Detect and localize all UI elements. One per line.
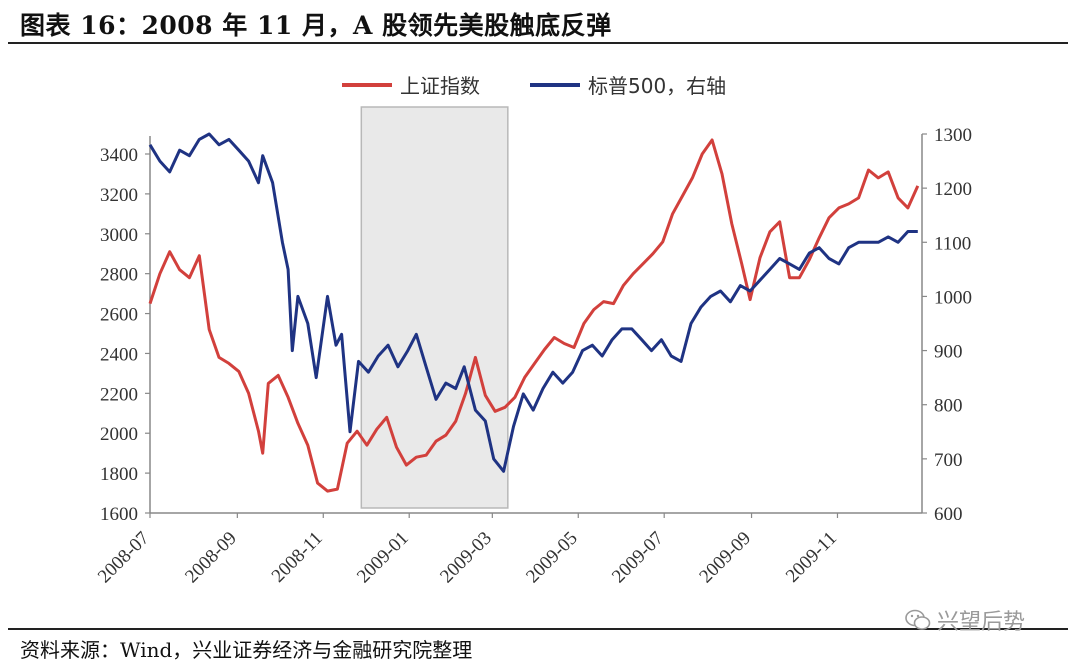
x-tick-label: 2008-07 (94, 528, 154, 588)
y-left-tick-label: 1600 (100, 504, 138, 525)
line-chart: 1600 1800 2000 2200 2400 2600 2800 3000 3200 3400… (94, 74, 972, 587)
legend-label: 标普500，右轴 (588, 74, 726, 98)
y-left-tick-label: 3000 (100, 225, 138, 246)
y-left-tick-label: 1800 (100, 464, 138, 485)
y-left-tick-label: 2600 (100, 305, 138, 326)
x-tick-label: 2009-09 (695, 528, 755, 588)
watermark: 兴望后势 (905, 604, 1025, 636)
y-right-tick-label: 800 (934, 396, 963, 417)
chart-title: 图表 16：2008 年 11 月，A 股领先美股触底反弹 (20, 11, 612, 40)
y-left-tick-label: 2200 (100, 384, 138, 405)
y-right-tick-label: 600 (934, 504, 963, 525)
source-note: 资料来源：Wind，兴业证券经济与金融研究院整理 (20, 638, 473, 662)
chart-legend: 上证指数 标普500，右轴 (342, 74, 726, 98)
series-lines (148, 132, 920, 493)
y-left-tick-label: 3400 (100, 145, 138, 166)
wechat-icon (905, 609, 931, 630)
x-tick-label: 2009-03 (436, 528, 496, 588)
x-tick-label: 2009-05 (522, 528, 582, 588)
highlight-box (360, 106, 509, 509)
legend-label: 上证指数 (400, 74, 480, 98)
x-tick-label: 2009-01 (353, 528, 413, 588)
y-left-tick-label: 2400 (100, 344, 138, 365)
y-right-tick-label: 900 (934, 342, 963, 363)
title-rule (8, 42, 1068, 44)
series-spx-line (148, 132, 918, 473)
watermark-text: 兴望后势 (937, 610, 1026, 635)
y-left-tick-label: 3200 (100, 185, 138, 206)
y-right-tick-label: 1200 (934, 179, 972, 200)
y-right-tick-label: 700 (934, 450, 963, 471)
chart-axes: 1600 1800 2000 2200 2400 2600 2800 3000 3200 3400… (94, 125, 972, 587)
y-left-tick-label: 2000 (100, 424, 138, 445)
x-tick-label: 2009-11 (782, 528, 841, 587)
y-right-tick-label: 1300 (934, 125, 972, 146)
x-tick-label: 2008-11 (268, 528, 327, 587)
series-sse-line (148, 138, 920, 493)
x-tick-label: 2008-09 (181, 528, 241, 588)
x-tick-label: 2009-07 (608, 528, 668, 588)
footer-rule (8, 628, 1068, 630)
y-right-tick-label: 1000 (934, 287, 972, 308)
y-left-tick-label: 2800 (100, 265, 138, 286)
y-right-tick-label: 1100 (934, 233, 971, 254)
